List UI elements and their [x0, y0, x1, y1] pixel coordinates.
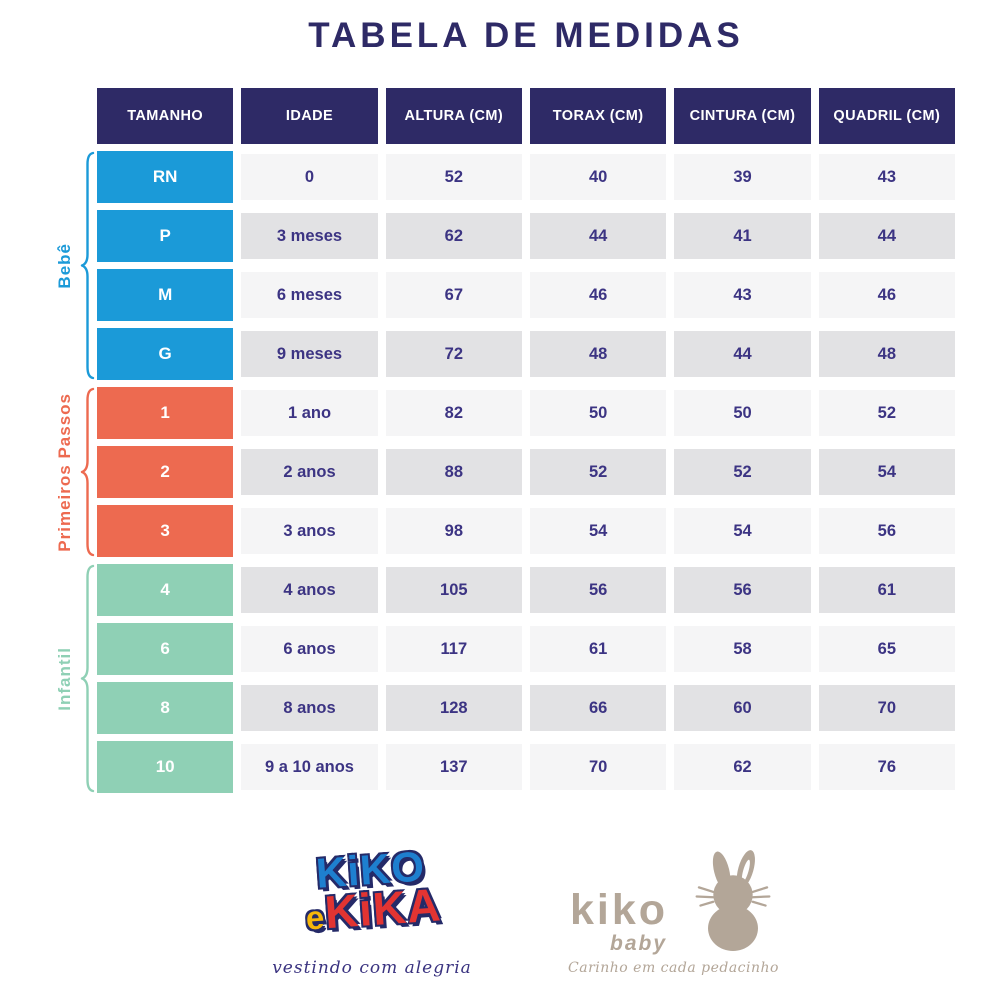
- table-cell: 67: [385, 272, 522, 318]
- table-cell: 54: [818, 449, 955, 495]
- table-cell: 48: [529, 331, 667, 377]
- size-cell: 3: [97, 505, 234, 557]
- group-rail: Bebê: [38, 151, 96, 380]
- table-cell: 1 ano: [241, 390, 378, 436]
- table-cell: 50: [674, 390, 811, 436]
- table-cell: 44: [529, 213, 667, 259]
- table-cell: 70: [529, 744, 667, 790]
- table-cell: 117: [385, 626, 522, 672]
- table-cell: 65: [818, 626, 955, 672]
- table-cell: 54: [529, 508, 667, 554]
- measurements-table: TAMANHO IDADE ALTURA (CM) TORAX (CM) CINTURA…: [97, 88, 955, 793]
- table-cell: 0: [241, 154, 378, 200]
- table-cell: 52: [674, 449, 811, 495]
- table-cell: 56: [529, 567, 667, 613]
- group-brace: [80, 387, 95, 557]
- baby-wordmark: baby: [610, 932, 668, 955]
- size-cell: 4: [97, 564, 234, 616]
- table-cell: 9 a 10 anos: [241, 744, 378, 790]
- size-cell: 6: [97, 623, 234, 675]
- table-cell: 43: [818, 154, 955, 200]
- table-cell: 46: [818, 272, 955, 318]
- kiko-e-kika-logo: KiKO eKiKA: [270, 842, 475, 939]
- table-cell: 82: [385, 390, 522, 436]
- table-cell: 54: [674, 508, 811, 554]
- size-cell: 10: [97, 741, 234, 793]
- table-cell: 9 meses: [241, 331, 378, 377]
- column-header: TAMANHO: [97, 88, 234, 144]
- size-cell: 1: [97, 387, 234, 439]
- table-cell: 76: [818, 744, 955, 790]
- table-cell: 3 anos: [241, 508, 378, 554]
- group-label: Primeiros Passos: [55, 392, 74, 552]
- group-rail: Primeiros Passos: [38, 387, 96, 557]
- table-cell: 88: [385, 449, 522, 495]
- table-cell: 56: [818, 508, 955, 554]
- table-cell: 61: [818, 567, 955, 613]
- table-cell: 58: [674, 626, 811, 672]
- group-brace: [80, 564, 95, 793]
- kiko-baby-tagline: Carinho em cada pedacinho: [568, 960, 779, 976]
- table-cell: 44: [818, 213, 955, 259]
- group-label: Bebê: [55, 242, 74, 289]
- table-cell: 46: [529, 272, 667, 318]
- table-cell: 52: [818, 390, 955, 436]
- bunny-icon: [695, 850, 771, 951]
- table-cell: 98: [385, 508, 522, 554]
- table-cell: 56: [674, 567, 811, 613]
- size-cell: RN: [97, 151, 234, 203]
- table-cell: 2 anos: [241, 449, 378, 495]
- table-cell: 128: [385, 685, 522, 731]
- kiko-baby-wordmark: kiko: [570, 886, 669, 934]
- table-cell: 3 meses: [241, 213, 378, 259]
- table-cell: 66: [529, 685, 667, 731]
- column-header: TORAX (CM): [529, 88, 667, 144]
- table-cell: 6 anos: [241, 626, 378, 672]
- group-label: Infantil: [55, 646, 74, 711]
- size-cell: M: [97, 269, 234, 321]
- table-cell: 8 anos: [241, 685, 378, 731]
- column-header: IDADE: [241, 88, 378, 144]
- table-cell: 60: [674, 685, 811, 731]
- table-cell: 62: [674, 744, 811, 790]
- size-cell: G: [97, 328, 234, 380]
- group-rail: Infantil: [38, 564, 96, 793]
- table-cell: 105: [385, 567, 522, 613]
- table-cell: 40: [529, 154, 667, 200]
- table-cell: 50: [529, 390, 667, 436]
- table-cell: 41: [674, 213, 811, 259]
- kika-letters: KiKA: [323, 878, 443, 939]
- table-cell: 39: [674, 154, 811, 200]
- table-cell: 72: [385, 331, 522, 377]
- table-cell: 52: [385, 154, 522, 200]
- table-cell: 70: [818, 685, 955, 731]
- column-header: QUADRIL (CM): [818, 88, 955, 144]
- table-cell: 62: [385, 213, 522, 259]
- column-header: ALTURA (CM): [385, 88, 522, 144]
- table-cell: 44: [674, 331, 811, 377]
- table-cell: 48: [818, 331, 955, 377]
- size-cell: 8: [97, 682, 234, 734]
- table-cell: 61: [529, 626, 667, 672]
- size-cell: P: [97, 210, 234, 262]
- table-cell: 4 anos: [241, 567, 378, 613]
- size-cell: 2: [97, 446, 234, 498]
- kiko-e-kika-tagline: vestindo com alegria: [272, 958, 472, 978]
- kiko-baby-logo: kiko baby Carinho em cada pedacinho: [568, 848, 778, 988]
- page-title: TABELA DE MEDIDAS: [308, 16, 744, 55]
- table-cell: 43: [674, 272, 811, 318]
- table-cell: 6 meses: [241, 272, 378, 318]
- table-cell: 52: [529, 449, 667, 495]
- table-cell: 137: [385, 744, 522, 790]
- column-header: CINTURA (CM): [674, 88, 811, 144]
- group-brace: [80, 151, 95, 380]
